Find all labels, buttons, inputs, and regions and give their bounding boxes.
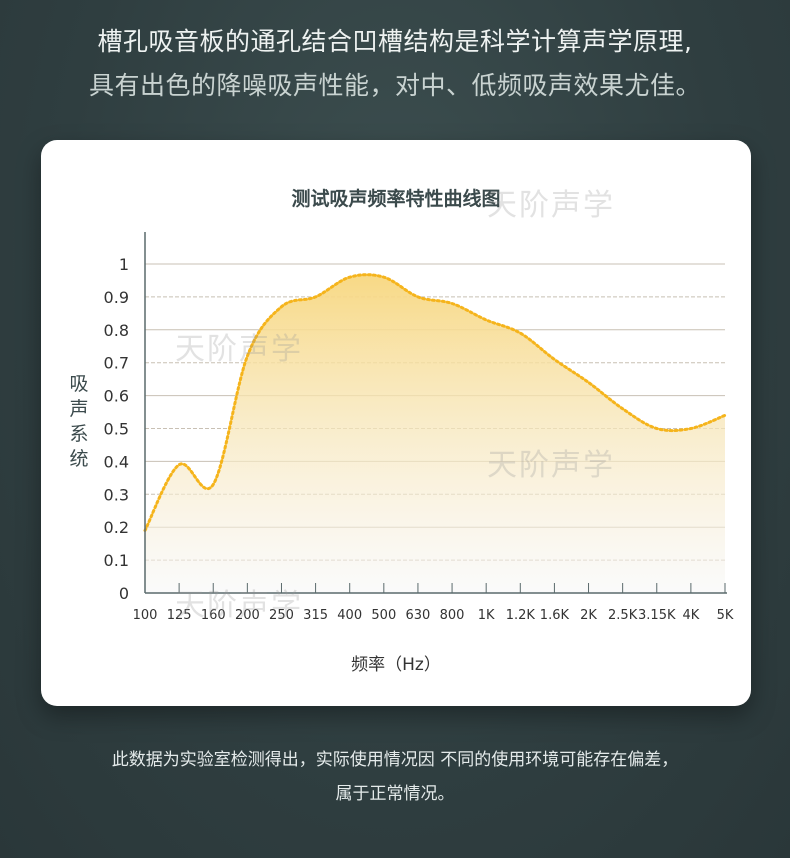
x-tick-label: 160 — [201, 608, 226, 623]
y-tick-label: 0.1 — [104, 551, 129, 570]
chart-svg: 0 0.1 0.2 0.3 0.4 0.5 0.6 0.7 0.8 0.9 1 100 125 160 20… — [104, 232, 734, 623]
area-fill — [145, 274, 725, 593]
x-tick-label: 630 — [406, 608, 431, 623]
headline-line-2: 具有出色的降噪吸声性能，对中、低频吸声效果尤佳。 — [88, 71, 701, 100]
chart-title: 测试吸声频率特性曲线图 — [291, 188, 501, 210]
watermark: 天阶声学 — [175, 588, 303, 623]
x-tick-label: 5K — [717, 608, 734, 623]
chart-card: 测试吸声频率特性曲线图 吸声系统 频率（Hz） 0 0.1 0.2 0.3 0.4 0.5… — [41, 140, 751, 706]
y-tick-label: 0.3 — [104, 485, 129, 504]
x-tick-label: 250 — [269, 608, 294, 623]
y-tick-label: 0.5 — [104, 420, 129, 439]
watermark: 天阶声学 — [487, 188, 615, 223]
y-axis-label: 吸声系统 — [69, 373, 89, 470]
x-tick-label: 400 — [337, 608, 362, 623]
watermark: 天阶声学 — [487, 448, 615, 483]
x-tick-label: 2K — [580, 608, 597, 623]
watermark: 天阶声学 — [175, 332, 303, 367]
x-tick-label: 1.2K — [506, 608, 536, 623]
footer-line-1: 此数据为实验室检测得出，实际使用情况因 不同的使用环境可能存在偏差， — [111, 750, 679, 770]
x-tick-label: 200 — [235, 608, 260, 623]
x-tick-label: 500 — [371, 608, 396, 623]
y-tick-label: 0 — [119, 584, 129, 603]
x-tick-label: 2.5K — [608, 608, 638, 623]
y-tick-label: 0.6 — [104, 387, 129, 406]
y-tick-label: 0.2 — [104, 518, 129, 537]
y-tick-label: 0.7 — [104, 354, 129, 373]
x-tick-label: 125 — [167, 608, 192, 623]
x-axis-label: 频率（Hz） — [351, 655, 441, 675]
footer-line-2: 属于正常情况。 — [335, 784, 455, 804]
x-tick-label: 1K — [478, 608, 495, 623]
y-tick-label: 1 — [119, 255, 129, 274]
x-tick-label: 100 — [133, 608, 158, 623]
y-tick-label: 0.8 — [104, 321, 129, 340]
x-tick-label: 4K — [682, 608, 699, 623]
x-tick-label: 315 — [303, 608, 328, 623]
y-tick-label: 0.9 — [104, 288, 129, 307]
x-tick-label: 3.15K — [638, 608, 676, 623]
curve-line — [143, 273, 727, 532]
y-tick-label: 0.4 — [104, 452, 129, 471]
x-tick-label: 1.6K — [540, 608, 570, 623]
x-tick-label: 800 — [440, 608, 465, 623]
headline-line-1: 槽孔吸音板的通孔结合凹槽结构是科学计算声学原理, — [97, 27, 693, 56]
